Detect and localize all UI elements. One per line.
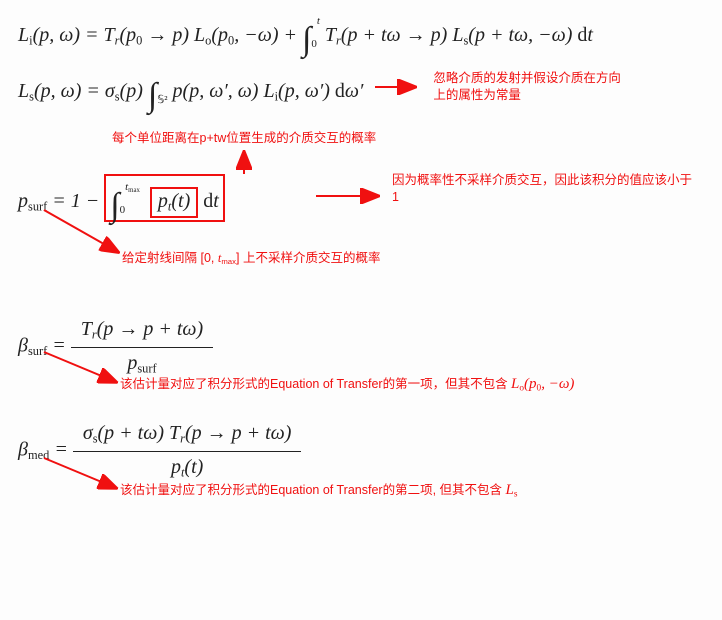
psurf-int-upper: tmax <box>125 181 140 193</box>
beta-med-num-sigma: σ <box>83 422 93 444</box>
eq2-ann-l1: 忽略介质的发射并假设介质在方向 <box>433 71 621 85</box>
beta-med-ann-L: L <box>506 482 514 498</box>
eq1-integral: ∫ <box>302 21 311 58</box>
psurf-d: d <box>203 190 213 212</box>
psurf-ann-btm: 给定射线间隔 [0, tmax] 上不采样介质交互的概率 <box>122 250 380 268</box>
beta-surf-ann: 该估计量对应了积分形式的Equation of Transfer的第一项，但其不… <box>120 374 574 395</box>
beta-med-den-p: p <box>171 456 181 478</box>
psurf-t: t <box>213 190 219 212</box>
eq1-lhs-L: L <box>18 24 29 46</box>
eq1-dt-t: t <box>587 24 593 46</box>
eq2-Li-args: (p, ω′) <box>278 80 335 102</box>
eq2-integral: ∫ <box>148 77 157 114</box>
eq2-annotation: 忽略介质的发射并假设介质在方向 上的属性为常量 <box>433 70 621 104</box>
arrow-down-left2-icon <box>40 350 130 390</box>
eq2-Ls: L <box>18 80 29 102</box>
eq1-lhs-args: (p, ω) = <box>33 24 104 46</box>
equation-ls: Ls(p, ω) = σs(p) ∫𝕊² p(p, ω′, ω) Li(p, ω… <box>18 68 704 106</box>
eq1-Tr-a: T <box>104 24 115 46</box>
psurf-ann-right: 因为概率性不采样介质交互，因此该积分的值应该小于1 <box>392 172 692 206</box>
beta-med-beta: β <box>18 439 28 461</box>
eq2-math: Ls(p, ω) = σs(p) ∫𝕊² p(p, ω′, ω) Li(p, ω… <box>18 68 363 106</box>
eq2-sigma-args: (p) <box>120 80 148 102</box>
eq2-ann-l2: 上的属性为常量 <box>433 88 521 102</box>
beta-med-ann-a: 该估计量对应了积分形式的Equation of Transfer的第二项, 但其… <box>120 483 506 497</box>
psurf-tmax-sub: max <box>128 187 140 194</box>
eq2-omega: ω′ <box>345 80 364 102</box>
eq2-integrand: p(p, ω′, ω) L <box>173 80 275 102</box>
psurf-ann-btm-a: 给定射线间隔 [0, <box>122 251 218 265</box>
psurf-inner-box: pt(t) <box>150 187 198 217</box>
psurf-p: p <box>18 190 28 212</box>
eq1-Ls-args: (p + tω, −ω) <box>468 24 577 46</box>
eq1-int-lower: 0 <box>311 38 317 50</box>
eq1-Lo: L <box>194 24 205 46</box>
beta-surf-num-T: T <box>81 318 92 340</box>
beta-med-num-sigma-args: (p + tω) <box>98 422 170 444</box>
beta-med-ann: 该估计量对应了积分形式的Equation of Transfer的第二项, 但其… <box>120 480 517 501</box>
beta-med-ann-Lsub: s <box>514 490 518 500</box>
beta-med-den-args: (t) <box>184 456 203 478</box>
arrow-right-icon <box>375 79 421 95</box>
eq1-Tr-a-args: (p <box>119 24 136 46</box>
arrow-down-left-icon <box>40 208 130 258</box>
beta-med-num-T: T <box>169 422 180 444</box>
beta-block: βsurf = Tr(p → p + tω) psurf 该估计量对应了积分形式… <box>18 316 704 512</box>
eq2-d: d <box>335 80 345 102</box>
beta-surf-den-sub: surf <box>137 361 156 375</box>
beta-surf-ann-Lend: , −ω) <box>541 376 574 392</box>
beta-surf-ann-a: 该估计量对应了积分形式的Equation of Transfer的第一项，但其不… <box>120 377 511 391</box>
beta-surf-wrap: βsurf = Tr(p → p + tω) psurf 该估计量对应了积分形式… <box>18 316 704 404</box>
beta-surf-ann-Largs: (p <box>524 376 537 392</box>
eq1-Lo-args: (p <box>211 24 228 46</box>
eq1-int-upper: t <box>317 15 320 27</box>
eq1-Tr-c: T <box>325 24 336 46</box>
eq2-int-dom: 𝕊² <box>157 94 167 106</box>
eq1-Ls: L <box>452 24 463 46</box>
psurf-pt: p <box>158 190 168 212</box>
beta-surf-num-args: (p → p + tω) <box>97 318 204 340</box>
psurf-ann-btm-b: ] 上不采样介质交互的概率 <box>236 251 380 265</box>
arrow-up-icon <box>238 146 268 176</box>
eq1-Lo-end: , −ω) + <box>234 24 302 46</box>
beta-med-wrap: βmed = σs(p + tω) Tr(p → p + tω) pt(t) 该… <box>18 420 704 512</box>
equation-li: Li(p, ω) = Tr(p0 → p) Lo(p0, −ω) + ∫0t T… <box>18 12 704 50</box>
eq1-Tr-c-args: (p + tω → p) <box>341 24 448 46</box>
psurf-ann-top: 每个单位距离在p+tw位置生成的介质交互的概率 <box>112 130 376 147</box>
equation-psurf: 每个单位距离在p+tw位置生成的介质交互的概率 psurf = 1 − ∫0tm… <box>18 164 704 236</box>
beta-med-num-T-args: (p → p + tω) <box>185 422 292 444</box>
eq2-lhs-args: (p, ω) = σ <box>34 80 115 102</box>
arrow-down-left3-icon <box>40 456 130 496</box>
eq1-d: d <box>577 24 587 46</box>
eq1-Tr-a-mid: → p) <box>142 24 189 46</box>
psurf-pt-args: (t) <box>171 190 190 212</box>
eq1-math: Li(p, ω) = Tr(p0 → p) Lo(p0, −ω) + ∫0t T… <box>18 12 593 50</box>
arrow-right2-icon <box>316 188 386 204</box>
beta-surf-beta: β <box>18 335 28 357</box>
psurf-ann-btm-max: max <box>221 257 236 266</box>
